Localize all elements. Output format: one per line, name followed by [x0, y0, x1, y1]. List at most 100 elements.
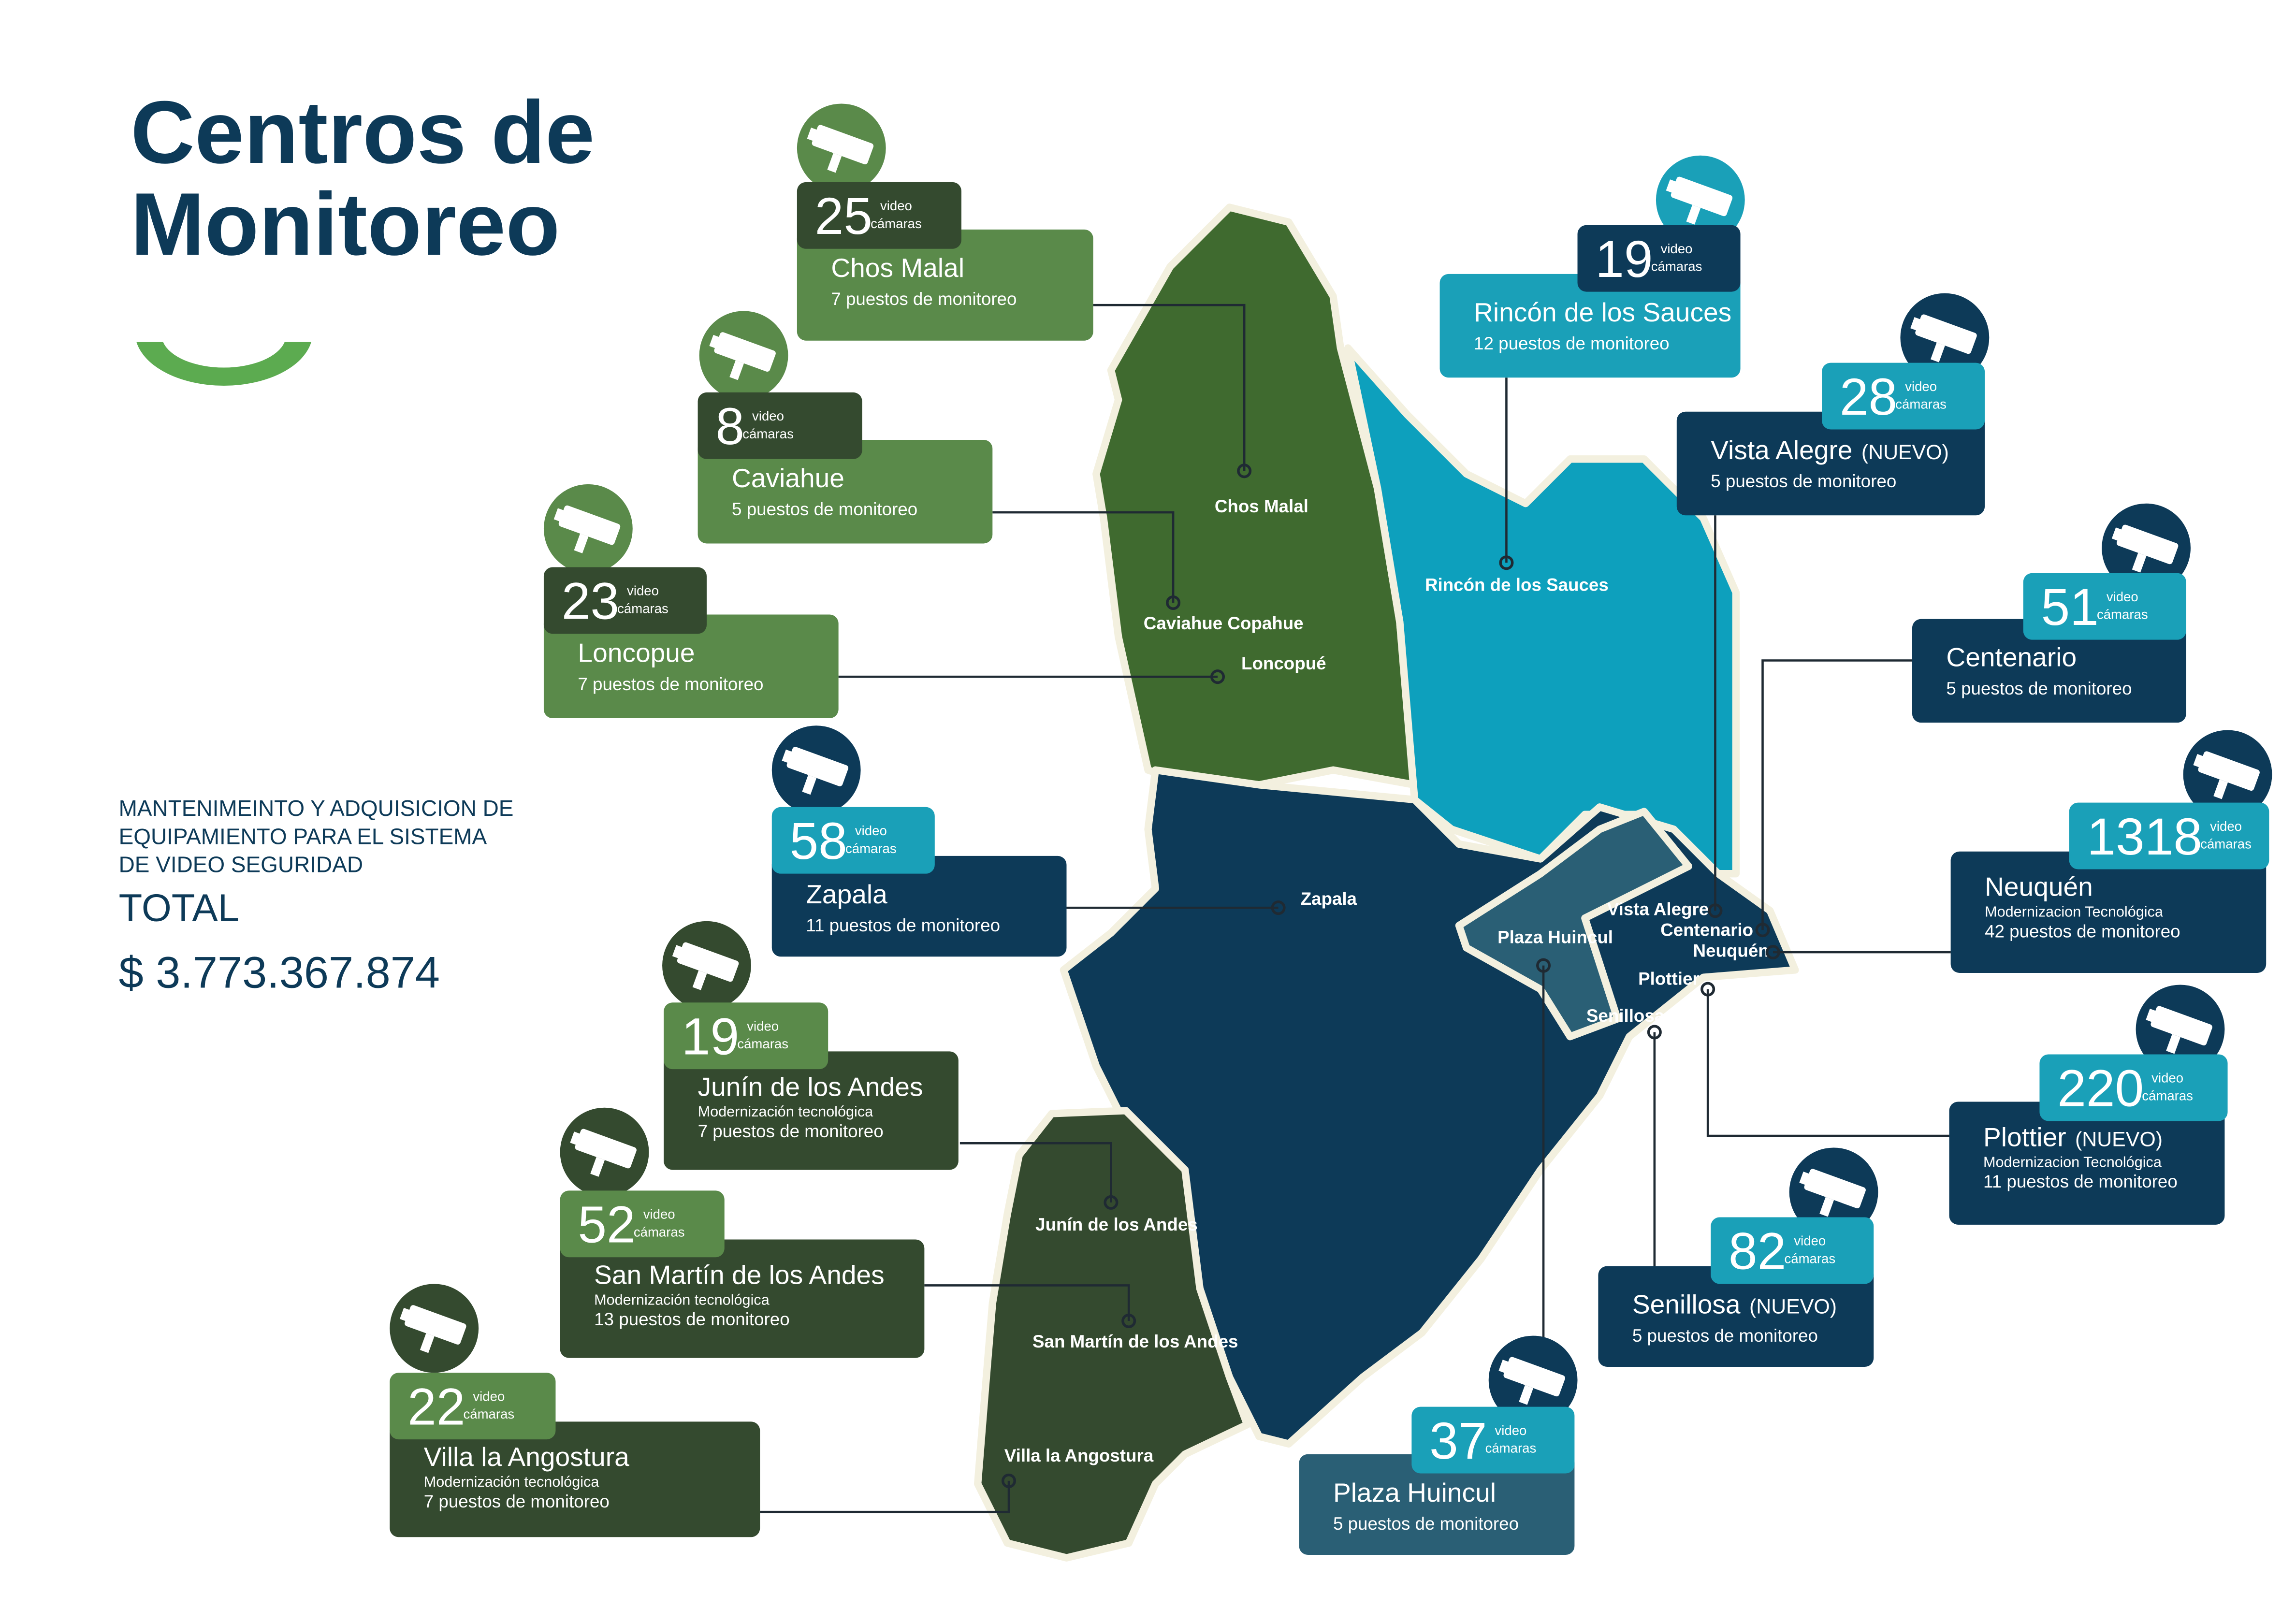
center-note: Modernizacion Tecnológica	[1985, 904, 2164, 920]
center-stations: 7 puestos de monitoreo	[578, 674, 763, 694]
connector-line	[1761, 659, 1912, 930]
camera-lens	[1498, 1360, 1510, 1374]
camera-lens	[2111, 527, 2123, 541]
camera-count-box	[797, 182, 961, 249]
map-label: Rincón de los Sauces	[1425, 575, 1609, 594]
unit-label: video	[752, 408, 784, 423]
region-center	[1060, 766, 1799, 1448]
center-stations: 11 puestos de monitoreo	[806, 915, 1000, 935]
camera-count: 28	[1840, 368, 1897, 426]
center-name: Rincón de los Sauces	[1474, 297, 1731, 327]
camera-lens	[782, 749, 793, 764]
camera-mount	[1686, 204, 1701, 225]
unit-label: cámaras	[464, 1406, 515, 1421]
camera-mount	[574, 534, 589, 553]
camera-count-box	[2023, 573, 2186, 640]
camera-lens	[400, 1307, 411, 1322]
camera-body	[2151, 1006, 2212, 1046]
region-huincul	[1455, 808, 1692, 1041]
unit-label: cámaras	[737, 1036, 788, 1051]
camera-count-box	[1577, 225, 1741, 292]
connector-line	[1093, 304, 1246, 471]
center-stations: 7 puestos de monitoreo	[831, 289, 1017, 309]
camera-icon	[400, 1305, 466, 1353]
camera-mount	[802, 775, 817, 795]
center-stations: 5 puestos de monitoreo	[1632, 1326, 1818, 1346]
camera-lens	[570, 1131, 581, 1145]
unit-label: video	[2210, 819, 2242, 834]
center-note: Modernizacion Tecnológica	[1983, 1154, 2162, 1170]
description-line: EQUIPAMIENTO PARA EL SISTEMA	[119, 824, 487, 849]
unit-label: cámaras	[2200, 837, 2252, 852]
unit-label: video	[627, 583, 659, 598]
center-name: Plaza Huincul	[1333, 1478, 1496, 1507]
center-card	[1598, 1266, 1874, 1367]
unit-label: cámaras	[1485, 1441, 1537, 1456]
camera-icon	[709, 332, 776, 380]
camera-body	[1503, 1357, 1565, 1397]
camera-count: 22	[407, 1377, 465, 1435]
location-dot	[1104, 1195, 1119, 1210]
camera-count: 51	[2041, 578, 2099, 636]
unit-label: video	[1661, 241, 1693, 256]
camera-icon	[807, 125, 874, 173]
unit-label: cámaras	[871, 216, 922, 231]
camera-body	[1671, 176, 1733, 217]
region-south	[974, 1107, 1251, 1562]
unit-label: video	[855, 823, 887, 838]
center-stations: 5 puestos de monitoreo	[1333, 1514, 1519, 1534]
camera-lens	[709, 334, 721, 349]
camera-lens	[2146, 1008, 2157, 1023]
location-dot	[1755, 923, 1770, 938]
camera-lens	[2193, 754, 2205, 768]
center-name: Zapala	[806, 879, 887, 909]
center-card	[698, 439, 993, 544]
camera-mount	[692, 970, 707, 990]
map-label: Caviahue Copahue	[1144, 613, 1304, 633]
unit-label: cámaras	[845, 841, 897, 856]
center-card	[543, 614, 839, 718]
connector-line	[959, 1142, 1112, 1203]
camera-body	[786, 747, 849, 786]
decor-arc	[136, 342, 311, 386]
unit-label: video	[2107, 589, 2138, 604]
map-label: Zapala	[1301, 889, 1357, 909]
description-line: DE VIDEO SEGURIDAD	[119, 852, 363, 877]
center-card	[1439, 274, 1741, 378]
unit-label: cámaras	[634, 1224, 685, 1239]
unit-label: video	[643, 1207, 675, 1222]
unit-label: video	[473, 1389, 505, 1404]
camera-count-box	[1711, 1217, 1874, 1284]
map-label: Junín de los Andes	[1035, 1215, 1198, 1234]
center-name: Chos Malal	[831, 253, 964, 283]
center-card	[1299, 1454, 1575, 1555]
camera-count-box	[664, 1002, 828, 1070]
camera-icon	[1666, 176, 1733, 225]
camera-lens	[807, 127, 818, 142]
unit-label: video	[747, 1018, 779, 1033]
center-name: Junín de los Andes	[698, 1072, 923, 1101]
camera-count: 58	[790, 812, 847, 870]
map-label: Vista Alegre	[1607, 899, 1709, 919]
camera-icon	[1910, 314, 1977, 362]
camera-count-box	[2069, 802, 2269, 869]
map-label: Neuquén	[1693, 941, 1769, 960]
camera-count: 23	[562, 572, 619, 630]
map-label: Senillosa	[1586, 1006, 1665, 1026]
camera-icon	[782, 747, 849, 795]
camera-mount	[1931, 342, 1945, 362]
camera-count: 1318	[2087, 808, 2202, 866]
location-dot	[1121, 1313, 1136, 1328]
center-name: Caviahue	[732, 463, 844, 493]
camera-mount	[590, 1157, 605, 1177]
location-dot	[1708, 903, 1723, 918]
center-stations: 7 puestos de monitoreo	[698, 1121, 884, 1141]
map-label: Villa la Angostura	[1004, 1446, 1154, 1465]
description-line: MANTENIMEINTO Y ADQUISICION DE	[119, 796, 514, 821]
center-card	[560, 1239, 925, 1358]
camera-count-box	[390, 1373, 556, 1440]
camera-lens	[1799, 1171, 1811, 1186]
location-dot	[1700, 982, 1715, 997]
region-north	[1092, 203, 1419, 789]
center-stations: 5 puestos de monitoreo	[1946, 679, 2132, 698]
